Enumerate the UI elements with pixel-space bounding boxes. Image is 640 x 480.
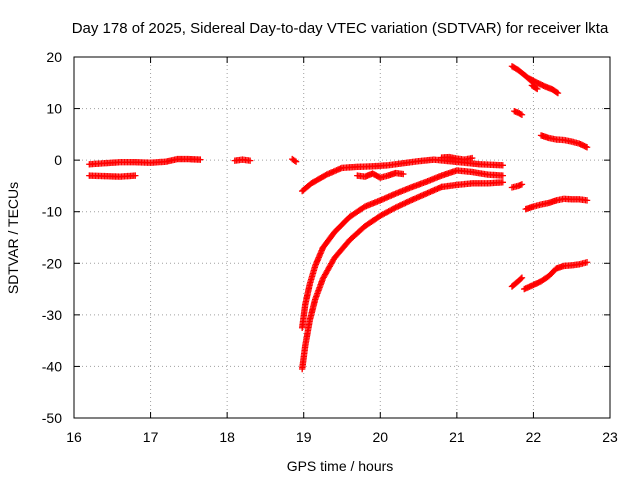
data-point xyxy=(391,205,398,212)
y-tick-label: 0 xyxy=(54,152,62,168)
data-point xyxy=(499,162,506,169)
data-point xyxy=(246,157,254,164)
data-point xyxy=(404,198,412,205)
data-point xyxy=(554,89,562,97)
data-point xyxy=(392,204,399,211)
x-tick-label: 23 xyxy=(602,429,618,445)
data-point xyxy=(402,199,409,207)
x-tick-label: 21 xyxy=(449,429,465,445)
y-tick-label: 10 xyxy=(46,101,62,117)
data-point xyxy=(518,111,526,118)
data-point xyxy=(583,259,591,266)
data-point xyxy=(395,203,402,210)
data-point xyxy=(583,197,591,204)
data-point xyxy=(517,110,524,118)
data-point xyxy=(197,156,204,163)
y-tick-label: 20 xyxy=(46,49,62,65)
x-axis-label: GPS time / hours xyxy=(287,458,394,474)
data-point xyxy=(393,203,401,211)
ticks: 16 17 18 19 20 21 22 23 20 10 0 -10 -20 -30 -40 -50 xyxy=(42,49,618,445)
data-point xyxy=(400,170,407,178)
data-point xyxy=(132,172,139,179)
y-tick-label: -10 xyxy=(42,204,62,220)
data-point xyxy=(532,85,540,92)
data-point xyxy=(468,154,476,162)
data-point xyxy=(518,181,526,188)
data-point xyxy=(403,199,410,206)
data-point xyxy=(499,179,506,186)
data-point xyxy=(292,158,300,165)
y-tick-label: -40 xyxy=(42,358,62,374)
plot-frame xyxy=(73,56,611,419)
data-point xyxy=(406,197,413,205)
grid xyxy=(74,57,610,418)
data-point xyxy=(534,85,541,93)
chart-title: Day 178 of 2025, Sidereal Day-to-day VTE… xyxy=(72,20,609,37)
x-tick-label: 22 xyxy=(526,429,542,445)
data-point xyxy=(518,274,526,281)
y-tick-label: -20 xyxy=(42,255,62,271)
data-point xyxy=(397,201,405,209)
data-point xyxy=(399,201,406,208)
x-tick-label: 19 xyxy=(296,429,312,445)
y-tick-label: -30 xyxy=(42,307,62,323)
x-tick-label: 16 xyxy=(66,429,82,445)
data-point xyxy=(517,275,525,282)
x-tick-label: 20 xyxy=(372,429,388,445)
x-tick-label: 17 xyxy=(143,429,159,445)
data-point xyxy=(553,89,561,96)
y-tick-label: -50 xyxy=(42,410,62,426)
data-point xyxy=(291,157,298,165)
data-point xyxy=(583,144,591,151)
data-point xyxy=(400,200,408,207)
x-tick-label: 18 xyxy=(219,429,235,445)
data-point xyxy=(396,202,403,209)
y-axis-label: SDTVAR / TECUs xyxy=(5,182,21,294)
data-points xyxy=(86,63,591,373)
data-point xyxy=(499,172,506,179)
